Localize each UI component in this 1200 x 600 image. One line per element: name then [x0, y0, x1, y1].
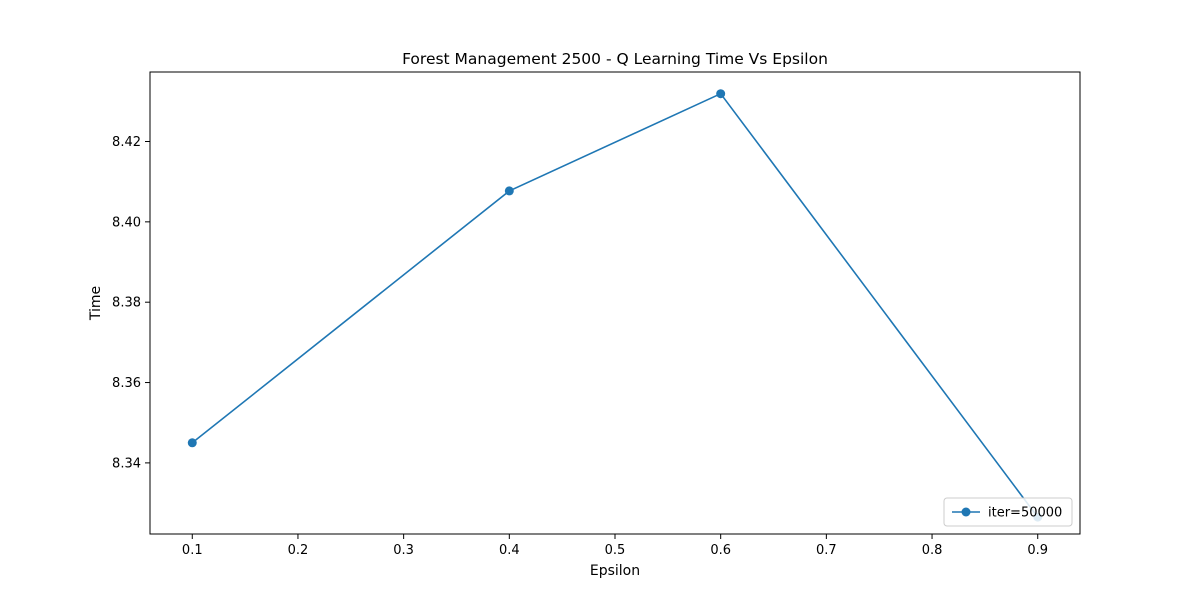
x-tick-label: 0.5	[605, 543, 626, 558]
x-tick-label: 0.9	[1027, 543, 1048, 558]
plot-frame	[149, 71, 1081, 535]
y-axis-label: Time	[88, 286, 104, 321]
y-tick-label: 8.36	[112, 376, 141, 391]
x-axis-label: Epsilon	[590, 563, 640, 579]
plot-area	[149, 71, 1081, 535]
y-axis: 8.34 8.36 8.38 8.40 8.42	[112, 135, 150, 471]
x-tick-label: 0.8	[922, 543, 943, 558]
y-tick-label: 8.38	[112, 296, 141, 311]
data-point	[187, 438, 197, 448]
x-tick-label: 0.4	[499, 543, 520, 558]
chart-title: Forest Management 2500 - Q Learning Time…	[402, 50, 828, 68]
x-tick-label: 0.1	[182, 543, 203, 558]
data-point	[504, 186, 514, 196]
y-tick-label: 8.34	[112, 456, 141, 471]
legend: iter=50000	[943, 497, 1073, 527]
x-tick-label: 0.7	[816, 543, 837, 558]
x-tick-label: 0.3	[393, 543, 414, 558]
x-tick-label: 0.2	[288, 543, 309, 558]
x-axis: 0.1 0.2 0.3 0.4 0.5 0.6 0.7 0.8 0.9	[182, 534, 1048, 558]
y-tick-label: 8.42	[112, 135, 141, 150]
y-tick-label: 8.40	[112, 215, 141, 230]
legend-label: iter=50000	[988, 506, 1062, 521]
data-point	[716, 89, 726, 99]
x-tick-label: 0.6	[710, 543, 731, 558]
series-line	[191, 92, 1039, 518]
legend-box	[943, 497, 1073, 527]
legend-marker	[961, 507, 971, 517]
